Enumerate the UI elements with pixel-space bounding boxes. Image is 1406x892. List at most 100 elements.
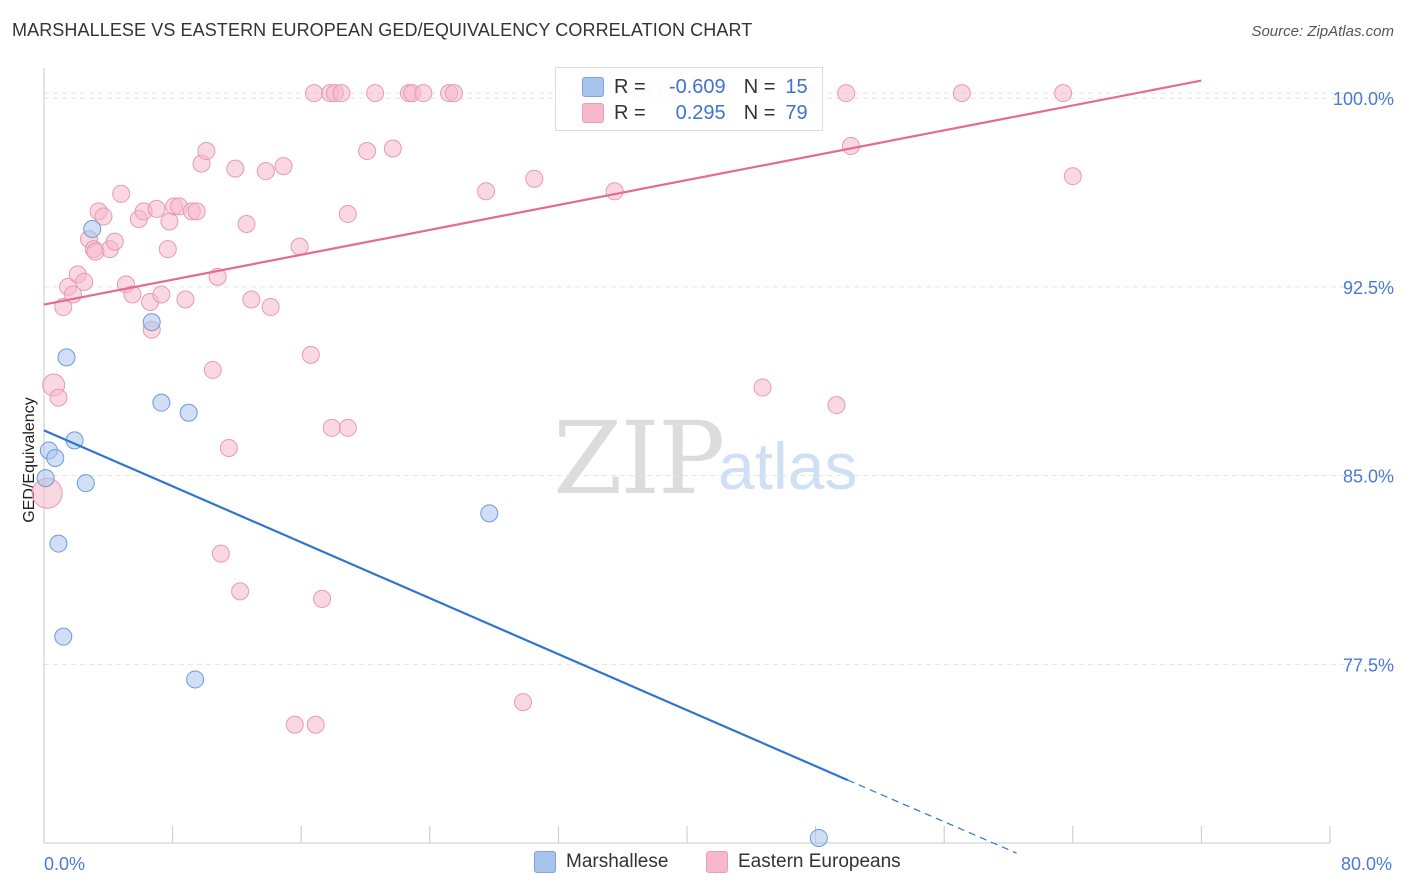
point-marshallese xyxy=(809,828,828,847)
legend-n-value: 79 xyxy=(785,101,808,124)
trend-extension-marshallese xyxy=(847,779,1017,854)
point-eastern-europeans xyxy=(123,285,142,304)
point-eastern-europeans xyxy=(274,157,293,176)
point-marshallese xyxy=(49,534,68,553)
source-credit: Source: ZipAtlas.com xyxy=(1251,23,1394,40)
series-legend-eastern-europeans[interactable]: Eastern Europeans xyxy=(706,851,901,873)
point-eastern-europeans xyxy=(444,84,463,103)
series-legend-marshallese[interactable]: Marshallese xyxy=(534,851,668,873)
y-tick-label: 100.0% xyxy=(1333,89,1394,109)
point-eastern-europeans xyxy=(75,272,94,291)
point-eastern-europeans xyxy=(753,378,772,397)
y-tick-label: 85.0% xyxy=(1343,467,1394,487)
point-eastern-europeans xyxy=(414,84,433,103)
legend-swatch-eastern-europeans xyxy=(582,103,604,123)
point-eastern-europeans xyxy=(160,212,179,231)
watermark-atlas: atlas xyxy=(718,429,858,503)
point-eastern-europeans xyxy=(525,169,544,188)
point-eastern-europeans xyxy=(49,388,68,407)
tick-labels: 77.5% 85.0% 92.5% 100.0% 0.0% 80.0% xyxy=(44,89,1394,874)
point-eastern-europeans xyxy=(112,184,131,203)
point-eastern-europeans xyxy=(203,360,222,379)
point-marshallese xyxy=(142,313,161,332)
point-eastern-europeans xyxy=(242,290,261,309)
point-marshallese xyxy=(179,403,198,422)
point-eastern-europeans xyxy=(105,232,124,251)
x-tick-label: 80.0% xyxy=(1341,854,1392,874)
legend-r-label: R = xyxy=(614,101,646,124)
y-tick-label: 77.5% xyxy=(1343,655,1394,675)
point-marshallese xyxy=(152,393,171,412)
point-eastern-europeans xyxy=(305,84,324,103)
point-eastern-europeans xyxy=(827,396,846,415)
point-eastern-europeans xyxy=(841,137,860,156)
point-marshallese xyxy=(36,469,55,488)
point-eastern-europeans xyxy=(514,693,533,712)
data-points xyxy=(31,84,1082,847)
watermark-zip: ZIP xyxy=(553,400,725,517)
point-marshallese xyxy=(186,670,205,689)
point-eastern-europeans xyxy=(285,715,304,734)
legend-r-value: -0.609 xyxy=(668,75,726,98)
point-eastern-europeans xyxy=(176,290,195,309)
series-swatch-eastern-europeans xyxy=(706,851,728,873)
legend-n-label: N = xyxy=(743,101,776,124)
point-eastern-europeans xyxy=(152,285,171,304)
point-eastern-europeans xyxy=(338,418,357,437)
point-eastern-europeans xyxy=(94,207,113,226)
point-marshallese xyxy=(54,627,73,646)
point-eastern-europeans xyxy=(383,139,402,158)
legend-n-label: N = xyxy=(743,75,776,98)
legend-row-eastern-europeans: R = 0.295 N = 79 xyxy=(582,100,808,126)
point-marshallese xyxy=(57,348,76,367)
point-eastern-europeans xyxy=(237,215,256,234)
series-swatch-marshallese xyxy=(534,851,556,873)
grid-lines xyxy=(44,92,1394,665)
point-eastern-europeans xyxy=(226,159,245,178)
point-marshallese xyxy=(83,220,102,239)
point-eastern-europeans xyxy=(366,84,385,103)
x-tick-label: 0.0% xyxy=(44,854,85,874)
point-marshallese xyxy=(480,504,499,523)
point-eastern-europeans xyxy=(338,204,357,223)
legend-n-value: 15 xyxy=(785,75,808,98)
point-eastern-europeans xyxy=(256,162,275,181)
point-eastern-europeans xyxy=(158,240,177,259)
point-eastern-europeans xyxy=(306,715,325,734)
point-eastern-europeans xyxy=(54,298,73,317)
point-eastern-europeans xyxy=(952,84,971,103)
legend-r-value: 0.295 xyxy=(675,101,726,124)
y-tick-label: 92.5% xyxy=(1343,278,1394,298)
point-eastern-europeans xyxy=(197,142,216,161)
point-eastern-europeans xyxy=(313,589,332,608)
point-eastern-europeans xyxy=(211,544,230,563)
point-eastern-europeans xyxy=(332,84,351,103)
point-eastern-europeans xyxy=(322,418,341,437)
legend-r-label: R = xyxy=(614,75,646,98)
point-eastern-europeans xyxy=(219,438,238,457)
point-eastern-europeans xyxy=(1054,84,1073,103)
point-eastern-europeans xyxy=(837,84,856,103)
point-eastern-europeans xyxy=(477,182,496,201)
axes xyxy=(43,68,1331,844)
point-eastern-europeans xyxy=(301,345,320,364)
point-eastern-europeans xyxy=(358,142,377,161)
point-eastern-europeans xyxy=(605,182,624,201)
point-eastern-europeans xyxy=(147,199,166,218)
trend-line-marshallese xyxy=(43,429,849,782)
point-eastern-europeans xyxy=(187,202,206,221)
correlation-legend: R = -0.609 N = 15 R = 0.295 N = 79 xyxy=(555,67,823,131)
series-label-marshallese: Marshallese xyxy=(566,851,669,872)
trend-line-eastern-europeans xyxy=(43,79,1202,306)
point-marshallese xyxy=(76,474,95,493)
trend-lines xyxy=(43,79,1202,854)
point-eastern-europeans xyxy=(86,242,105,261)
point-eastern-europeans xyxy=(290,237,309,256)
legend-row-marshallese: R = -0.609 N = 15 xyxy=(582,74,808,100)
point-eastern-europeans xyxy=(231,582,250,601)
series-legend: Marshallese Eastern Europeans xyxy=(0,851,1406,879)
series-label-eastern-europeans: Eastern Europeans xyxy=(738,851,901,872)
point-marshallese xyxy=(46,449,65,468)
point-eastern-europeans xyxy=(261,298,280,317)
